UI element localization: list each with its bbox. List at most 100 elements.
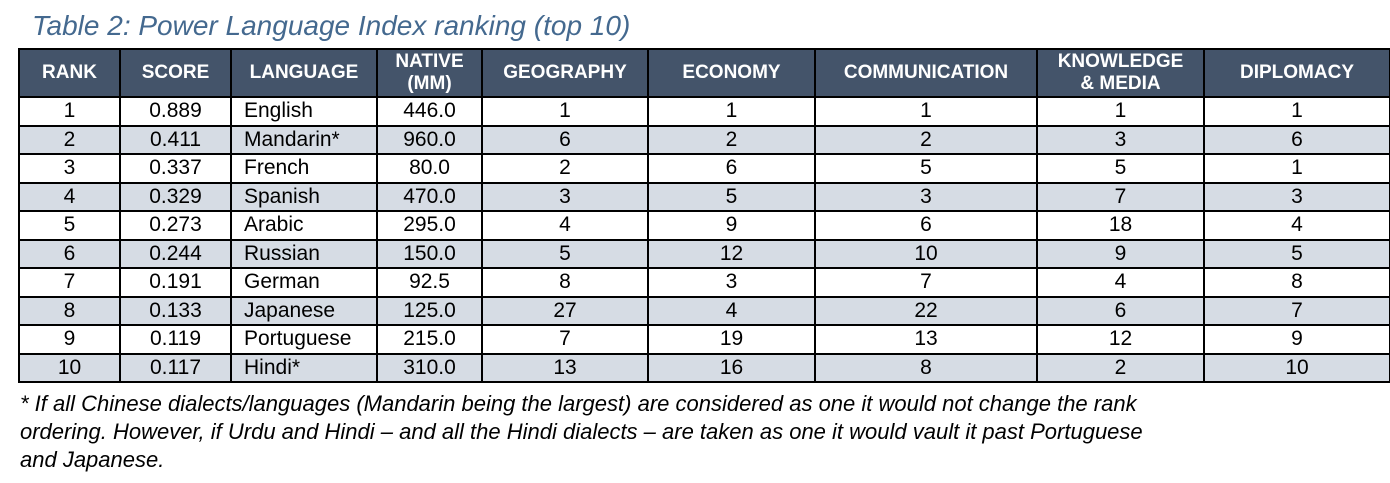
table-cell: 80.0 [376,153,483,184]
table-cell: 0.244 [119,238,232,269]
table-cell: 4 [1036,267,1205,298]
column-header-native-mm: NATIVE (MM) [376,48,483,98]
table-title: Table 2: Power Language Index ranking (t… [32,10,631,41]
table-cell: 1 [814,96,1038,127]
table-cell: 446.0 [376,96,483,127]
table-cell: 295.0 [376,210,483,241]
table-cell: 1 [1203,153,1390,184]
table-cell: 0.119 [119,324,232,355]
table-cell: 8 [814,352,1038,383]
table-cell: 13 [481,352,649,383]
table-cell: 5 [481,238,649,269]
table-cell: 6 [647,153,816,184]
table-cell: 5 [18,210,121,241]
table-cell: 310.0 [376,352,483,383]
table-cell: 3 [1036,124,1205,155]
table-cell: 5 [1036,153,1205,184]
column-header-knowledge-media: KNOWLEDGE & MEDIA [1036,48,1205,98]
table-cell: 0.273 [119,210,232,241]
table-cell: 1 [1036,96,1205,127]
table-row: 7 0.191 German 92.5 8 3 7 4 8 [18,267,1390,298]
table-cell: 2 [481,153,649,184]
table-cell: Russian [230,238,378,269]
table-cell: German [230,267,378,298]
table-cell: 9 [1203,324,1390,355]
table-row: 4 0.329 Spanish 470.0 3 5 3 7 3 [18,181,1390,212]
table-cell: 0.889 [119,96,232,127]
table-cell: 2 [1036,352,1205,383]
table-row: 6 0.244 Russian 150.0 5 12 10 9 5 [18,238,1390,269]
table-cell: 6 [1036,295,1205,326]
table-cell: 470.0 [376,181,483,212]
table-row: 5 0.273 Arabic 295.0 4 9 6 18 4 [18,210,1390,241]
table-cell: 12 [647,238,816,269]
table-cell: 0.329 [119,181,232,212]
table-cell: 7 [18,267,121,298]
table-cell: French [230,153,378,184]
table-body: 1 0.889 English 446.0 1 1 1 1 1 2 0.411 Mandarin* 96… [18,96,1390,383]
table-cell: 9 [18,324,121,355]
table-cell: 3 [814,181,1038,212]
table-cell: Hindi* [230,352,378,383]
table-cell: 0.117 [119,352,232,383]
table-cell: 6 [1203,124,1390,155]
table-cell: 8 [481,267,649,298]
column-header-communication: COMMUNICATION [814,48,1038,98]
table-cell: 1 [647,96,816,127]
footnote: * If all Chinese dialects/languages (Man… [20,390,1372,474]
table-cell: 3 [18,153,121,184]
table-cell: 1 [1203,96,1390,127]
table-cell: 5 [814,153,1038,184]
header-row: RANK SCORE LANGUAGE NATIVE (MM) GEOGRAPHY ECO… [18,48,1390,98]
power-language-index-table: RANK SCORE LANGUAGE NATIVE (MM) GEOGRAPHY ECO… [18,48,1390,383]
footnote-line: ordering. However, if Urdu and Hindi – a… [20,419,1143,444]
table-cell: 4 [18,181,121,212]
table-cell: 960.0 [376,124,483,155]
table-cell: 7 [481,324,649,355]
table-row: 8 0.133 Japanese 125.0 27 4 22 6 7 [18,295,1390,326]
table-cell: 9 [647,210,816,241]
table-cell: 8 [18,295,121,326]
table-cell: 92.5 [376,267,483,298]
table-cell: 7 [1036,181,1205,212]
table-cell: 7 [1203,295,1390,326]
table-cell: 19 [647,324,816,355]
table-cell: 2 [814,124,1038,155]
table-cell: 2 [647,124,816,155]
footnote-line: and Japanese. [20,447,165,472]
table-cell: 3 [481,181,649,212]
column-header-geography: GEOGRAPHY [481,48,649,98]
table-cell: 6 [481,124,649,155]
table-cell: 10 [1203,352,1390,383]
table-cell: 0.191 [119,267,232,298]
table-row: 2 0.411 Mandarin* 960.0 6 2 2 3 6 [18,124,1390,155]
table-cell: Japanese [230,295,378,326]
table-cell: 215.0 [376,324,483,355]
table-cell: 8 [1203,267,1390,298]
table-cell: Mandarin* [230,124,378,155]
table-row: 10 0.117 Hindi* 310.0 13 16 8 2 10 [18,352,1390,383]
table-cell: 3 [647,267,816,298]
table-cell: 6 [814,210,1038,241]
table-cell: 3 [1203,181,1390,212]
table-cell: 27 [481,295,649,326]
table-cell: 4 [647,295,816,326]
table-cell: 0.337 [119,153,232,184]
table-cell: 4 [481,210,649,241]
table-cell: 22 [814,295,1038,326]
table-cell: Spanish [230,181,378,212]
table-cell: 10 [814,238,1038,269]
column-header-score: SCORE [119,48,232,98]
table-cell: 1 [481,96,649,127]
table-cell: 13 [814,324,1038,355]
table-cell: 0.133 [119,295,232,326]
table-cell: 5 [647,181,816,212]
table-row: 1 0.889 English 446.0 1 1 1 1 1 [18,96,1390,127]
table-cell: Portuguese [230,324,378,355]
table-cell: 125.0 [376,295,483,326]
column-header-diplomacy: DIPLOMACY [1203,48,1390,98]
column-header-economy: ECONOMY [647,48,816,98]
table-row: 9 0.119 Portuguese 215.0 7 19 13 12 9 [18,324,1390,355]
table-cell: 7 [814,267,1038,298]
